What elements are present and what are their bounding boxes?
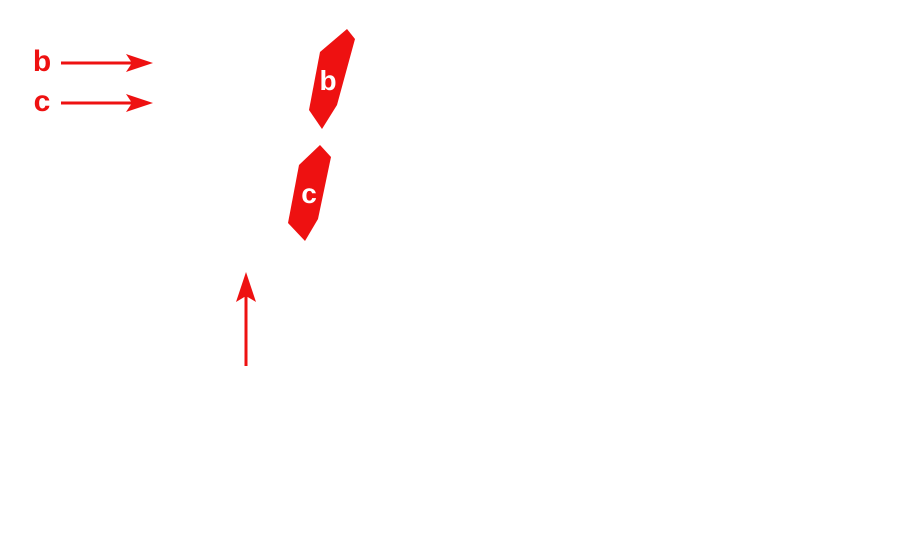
- shape-b: b: [309, 29, 355, 129]
- shape-c: c: [288, 145, 331, 241]
- legend-label-c: c: [34, 85, 51, 118]
- arrow-right-icon: [61, 54, 153, 72]
- arrow-right-icon: [61, 94, 153, 112]
- arrow-up-icon: [236, 272, 256, 366]
- shape-b-label: b: [319, 65, 336, 96]
- shape-c-label: c: [301, 178, 317, 209]
- shape-c-body: [288, 145, 331, 241]
- legend-label-b: b: [33, 45, 51, 78]
- legend-item-c: c: [34, 85, 153, 118]
- legend-item-b: b: [33, 45, 153, 78]
- shape-b-body: [309, 29, 355, 129]
